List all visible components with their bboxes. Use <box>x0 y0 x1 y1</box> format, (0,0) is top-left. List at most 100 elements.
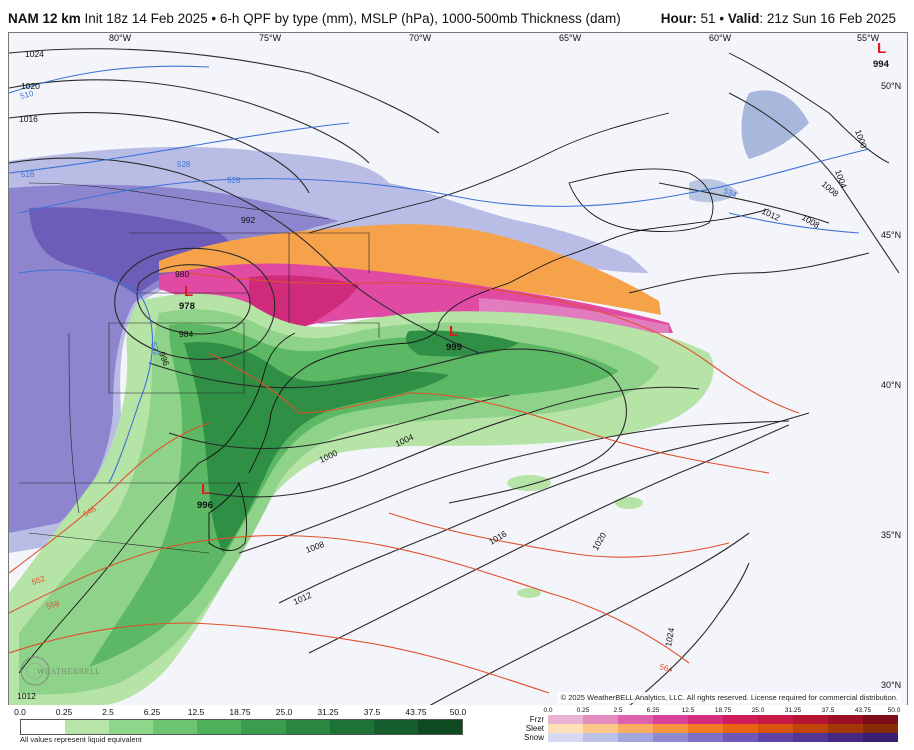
sleet-color-swatch <box>863 724 898 733</box>
low-symbol: L <box>449 323 458 340</box>
rain-tick: 18.75 <box>229 707 251 717</box>
rain-color-swatch <box>109 720 154 734</box>
snow-color-swatch <box>688 733 723 742</box>
low-symbol: L <box>184 283 193 300</box>
logo-text: WEATHERBELL <box>37 667 101 676</box>
rain-color-swatch <box>373 720 418 734</box>
snow-heavy-area <box>29 207 229 295</box>
weather-map: 80°W 75°W 70°W 65°W 60°W 55°W 50°N 45°N … <box>8 32 908 707</box>
run-description: Init 18z 14 Feb 2025 • 6-h QPF by type (… <box>84 11 621 26</box>
thickness-label: 528 <box>227 176 241 185</box>
snow-color-bar <box>548 733 898 742</box>
isobars <box>9 48 900 706</box>
sleet-color-swatch <box>583 724 618 733</box>
low-symbol: L <box>201 481 210 498</box>
rain-color-swatch <box>417 720 462 734</box>
rain-very-heavy-area <box>184 342 449 553</box>
lon-label: 70°W <box>409 33 432 43</box>
snow-color-swatch <box>583 733 618 742</box>
snow-color-swatch <box>863 733 898 742</box>
weatherbell-logo: WEATHERBELL <box>17 653 100 689</box>
snow-color-swatch <box>758 733 793 742</box>
model-name: NAM 12 km <box>8 11 81 26</box>
mixed-precip-color-bars <box>548 715 898 742</box>
low-centers: L 978 L 999 L 996 L 994 <box>179 40 890 511</box>
thickness-warm <box>9 272 800 694</box>
map-canvas: 80°W 75°W 70°W 65°W 60°W 55°W 50°N 45°N … <box>9 33 907 706</box>
valid-label: Valid <box>727 11 760 26</box>
sleet-color-swatch <box>793 724 828 733</box>
rain-scale-ticks: 0.0 0.25 2.5 6.25 12.5 18.75 25.0 31.25 … <box>14 707 467 717</box>
lon-label: 80°W <box>109 33 132 43</box>
rain-tick: 50.0 <box>449 707 467 717</box>
rain-color-swatch <box>65 720 110 734</box>
rain-color-swatch <box>329 720 374 734</box>
rain-tick: 0.25 <box>55 707 73 717</box>
lon-label: 65°W <box>559 33 582 43</box>
frzr-color-swatch <box>758 715 793 724</box>
grid-labels: 80°W 75°W 70°W 65°W 60°W 55°W 50°N 45°N … <box>109 33 901 690</box>
thickness-label: 528 <box>177 160 191 169</box>
thickness-label: 558 <box>45 599 61 611</box>
precip-type-labels: Frzr Sleet Snow <box>502 715 544 742</box>
sleet-color-swatch <box>758 724 793 733</box>
low-pressure: 994 <box>873 59 890 70</box>
isobar-label: 1016 <box>19 114 38 124</box>
frzr-color-bar <box>548 715 898 724</box>
rain-color-bar <box>20 719 463 735</box>
rain-tick: 31.25 <box>317 707 339 717</box>
low-pressure: 999 <box>446 342 462 353</box>
mix-tick: 0.0 <box>543 707 553 714</box>
mix-tick: 31.25 <box>784 707 802 714</box>
mix-tick: 43.75 <box>854 707 872 714</box>
snow-patch-north <box>741 90 809 159</box>
frzr-color-swatch <box>863 715 898 724</box>
mix-tick: 12.5 <box>681 707 695 714</box>
thickness-label: 552 <box>31 574 47 587</box>
thickness-label: 522 <box>149 341 161 357</box>
frzr-color-swatch <box>793 715 828 724</box>
rain-tick: 43.75 <box>405 707 427 717</box>
low-center: L 999 <box>446 323 462 353</box>
frzr-color-swatch <box>583 715 618 724</box>
rain-patch <box>517 588 541 598</box>
hour-label: Hour: <box>660 11 697 26</box>
copyright-notice: © 2025 WeatherBELL Analytics, LLC. All r… <box>557 692 901 703</box>
rain-patch <box>615 497 643 509</box>
map-title: NAM 12 km Init 18z 14 Feb 2025 • 6-h QPF… <box>8 11 621 26</box>
snow-color-swatch <box>828 733 863 742</box>
lon-label: 60°W <box>709 33 732 43</box>
sleet-color-bar <box>548 724 898 733</box>
low-pressure: 996 <box>197 500 213 511</box>
low-center: L 996 <box>197 481 213 511</box>
rain-tick: 2.5 <box>102 707 114 717</box>
mix-scale-ticks: 0.0 0.25 2.5 6.25 12.5 18.75 25.0 31.25 … <box>540 707 900 717</box>
mix-tick: 25.0 <box>751 707 765 714</box>
rain-tick: 37.5 <box>363 707 381 717</box>
lat-label: 50°N <box>881 81 901 91</box>
political-borders <box>19 182 380 554</box>
sleet-color-swatch <box>618 724 653 733</box>
lon-label: 75°W <box>259 33 282 43</box>
rain-color-swatch <box>197 720 242 734</box>
sleet-label: Sleet <box>525 724 544 733</box>
isobar-label: 996 <box>157 350 171 367</box>
rain-heavy-core-east <box>405 330 519 357</box>
low-symbol: L <box>877 40 886 57</box>
mix-tick: 2.5 <box>613 707 623 714</box>
rain-patch <box>507 475 551 491</box>
mix-tick: 6.25 <box>646 707 660 714</box>
rain-color-swatch <box>241 720 286 734</box>
frzr-label: Frzr <box>529 715 544 724</box>
rain-tick: 6.25 <box>143 707 161 717</box>
coastlines <box>18 52 890 674</box>
lat-label: 45°N <box>881 230 901 240</box>
lon-label: 55°W <box>857 33 880 43</box>
isobar-label: 1024 <box>25 49 44 59</box>
snow-color-swatch <box>548 733 583 742</box>
rain-color-swatch <box>285 720 330 734</box>
snow-label: Snow <box>523 733 544 742</box>
frzr-color-swatch <box>653 715 688 724</box>
rain-color-swatch <box>153 720 198 734</box>
sleet-color-swatch <box>828 724 863 733</box>
